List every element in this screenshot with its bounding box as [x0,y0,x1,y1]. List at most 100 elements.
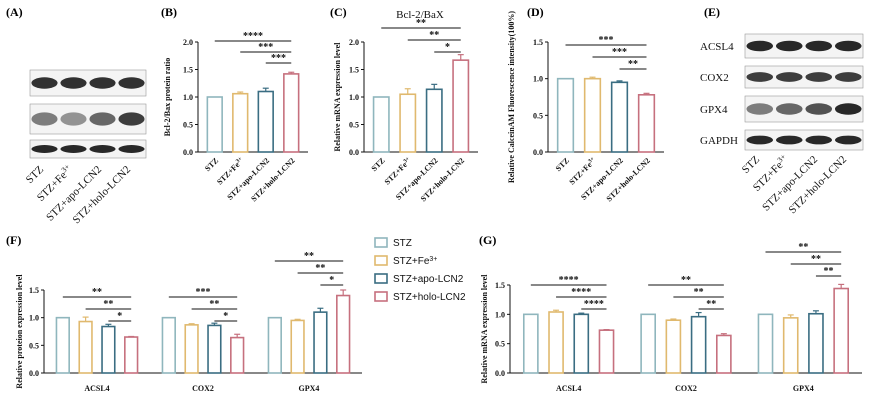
significance-label: ** [92,287,102,298]
bar [55,316,70,374]
bar [665,319,682,374]
y-tick-label: 0.5 [533,111,543,120]
legend-label: STZ [393,238,412,249]
lane-label: STZ [24,163,47,186]
x-tick-label-sup: 3+ [235,156,243,164]
bar [206,96,223,153]
y-tick-label: 2.0 [183,38,193,47]
x-tick-label: ACSL4 [84,384,109,393]
blot-a-row1-band [89,77,116,89]
blot-e-label: GAPDH [700,135,738,147]
bar [101,325,116,374]
x-tick-label: COX2 [675,384,697,393]
blot-e-gapdh-band [746,135,774,145]
significance-label: * [329,275,334,286]
blot-a-row2-band [60,112,87,126]
bar [548,311,564,374]
x-tick-label-main: STZ [554,156,571,173]
bar [452,59,470,153]
significance-label: ** [798,242,808,253]
significance-label: ** [429,30,439,41]
bar [757,313,774,374]
blot-e-gpx4-band [746,103,774,115]
y-axis-label: Relative CalceinAM Fluorescence intensit… [507,11,516,183]
lane-label-main: STZ [24,163,47,186]
x-tick-label: COX2 [192,384,214,393]
chart-c: (C) Bcl-2/BaX 0.0 0.5 1.0 1.5 2.0 Relative mRNA… [330,5,478,203]
blot-a-row1-band [31,77,58,89]
blot-e-gapdh-band [775,135,803,145]
panel-label: (F) [6,233,21,247]
blot-e-acsl4-band [805,40,833,52]
y-axis-label: Bcl-2/Bax protein ratio [163,58,172,137]
bar [283,73,300,153]
legend: STZ STZ+Fe3+ STZ+apo-LCN2 STZ+holo-LCN2 [374,237,466,303]
y-tick-label: 0.0 [495,369,505,378]
significance-label: *** [271,53,286,64]
bar [232,92,249,153]
chart-b: (B) 0.0 0.5 1.0 1.5 2.0 Bcl-2/Bax protein rati… [161,5,308,203]
significance-label: **** [571,287,591,298]
bar [610,81,629,153]
blot-e-gapdh-frame [744,129,864,151]
x-tick-label: GPX4 [793,384,814,393]
y-tick-label: 1.0 [349,93,359,102]
bar [522,313,539,374]
panel-e: (E) ACSL4 COX2 GPX4 GAPDH STZSTZ+Fe3+STZ+ap… [700,5,864,216]
bar [267,316,282,374]
legend-label-main: STZ+apo-LCN2 [393,274,464,285]
bar [808,312,824,374]
significance-label: **** [559,275,579,286]
panel-label: (C) [330,5,347,19]
bar [833,287,850,374]
significance-label: *** [258,42,273,53]
bar [637,94,656,153]
significance-label: ** [209,299,219,310]
significance-label: ** [628,59,638,70]
y-tick-label: 1.0 [533,75,543,84]
y-tick-label: 0.5 [495,340,505,349]
significance-label: **** [584,299,604,310]
bar [598,329,615,374]
y-tick-label: 1.5 [29,286,39,295]
blot-a-row3-frame [29,139,147,159]
x-tick-label: GPX4 [299,384,320,393]
legend-label-sup: 3+ [429,256,437,263]
y-axis-label: Relative mRNA expression level [480,274,489,384]
y-tick-label: 0.5 [29,341,39,350]
bar [124,336,139,374]
significance-label: ** [304,251,314,262]
bar [161,316,176,374]
blot-e-cox2-band [805,72,833,82]
blot-e-acsl4-band [834,40,862,52]
chart-title: Bcl-2/BaX [396,9,444,21]
y-tick-label: 0.0 [349,148,359,157]
y-tick-label: 0.0 [183,148,193,157]
blot-e-gapdh-band [834,135,862,145]
legend-label: STZ+apo-LCN2 [393,274,464,285]
blot-e-label: GPX4 [700,104,728,116]
blot-a-row3-band [31,145,58,153]
blot-a-row3-band [60,145,87,153]
panel-label: (B) [161,5,177,19]
blot-e-acsl4-band [775,40,803,52]
y-tick-label: 1.0 [495,310,505,319]
blot-a-row3-band [118,145,145,153]
y-tick-label: 2.0 [349,38,359,47]
legend-swatch [374,291,388,302]
bar [313,311,328,374]
legend-label-main: STZ [393,238,412,249]
y-tick-label: 0.0 [533,148,543,157]
blot-e-label: COX2 [700,72,729,84]
blot-a-row1-band [118,77,145,89]
bar [556,77,575,153]
legend-label-main: STZ+holo-LCN2 [393,292,466,303]
panel-label: (D) [527,5,544,19]
significance-label: ** [706,299,716,310]
blot-e: ACSL4 COX2 GPX4 GAPDH [700,33,864,151]
y-tick-label: 1.5 [349,66,359,75]
bar [640,313,656,374]
x-tick-label: STZ [554,156,571,173]
